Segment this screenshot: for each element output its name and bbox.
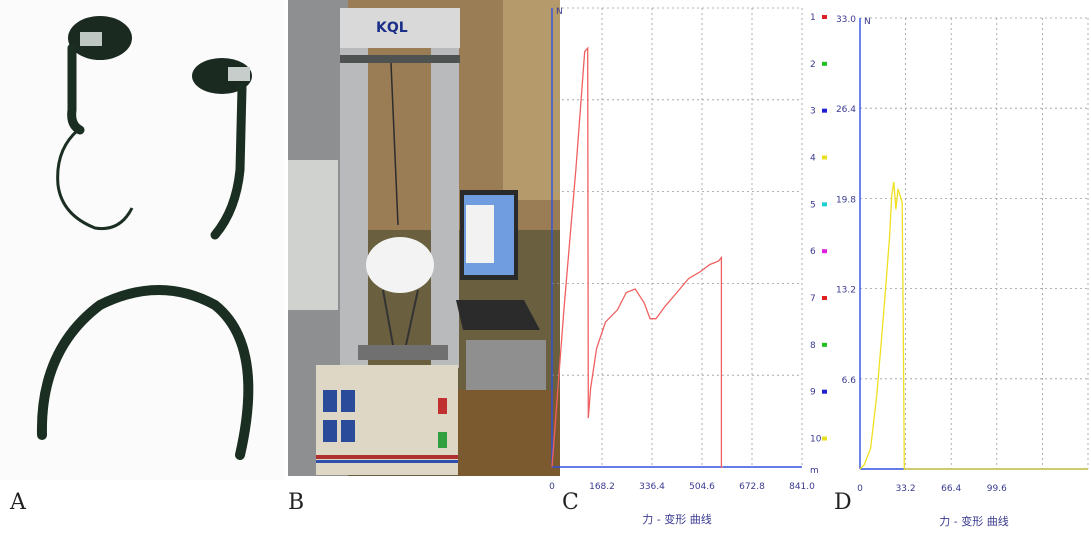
channel-swatch — [822, 109, 827, 113]
channel-swatch — [822, 249, 827, 253]
channel-label: 9 — [810, 388, 816, 398]
panel-a: A — [0, 0, 285, 533]
channel-swatch — [822, 156, 827, 160]
channel-label: 7 — [810, 294, 816, 304]
panel-label-d: D — [834, 490, 852, 515]
channel-label: 6 — [810, 247, 816, 257]
channel-swatch — [822, 15, 827, 19]
channel-swatch — [822, 390, 827, 394]
channel-label: 1 — [810, 13, 816, 23]
machine-brand-label: KQL — [376, 20, 408, 36]
y-unit-label: N — [864, 17, 871, 27]
y-unit-label: N — [556, 7, 563, 17]
x-tick-label: 504.6 — [689, 482, 715, 492]
panel-label-b: B — [288, 490, 304, 515]
y-tick-label: 19.8 — [836, 195, 856, 205]
panel-d: 6.6 13.2 19.8 26.4 33.0 N 0 33.2 66.4 99.6 力 - 变形 … — [830, 0, 1091, 533]
x-tick-label: 99.6 — [987, 484, 1007, 494]
earphone-sample-photo — [0, 0, 285, 480]
panel-b: KQL B — [288, 0, 560, 533]
series-line — [860, 182, 1088, 469]
channel-swatch — [822, 343, 827, 347]
channel-label: 10 — [810, 435, 822, 445]
chart-d: 6.6 13.2 19.8 26.4 33.0 N 0 33.2 66.4 99.6 力 - 变形 … — [830, 0, 1091, 533]
x-tick-label: 672.8 — [739, 482, 765, 492]
y-tick-label: 13.2 — [836, 286, 856, 296]
channel-label: 5 — [810, 200, 816, 210]
y-tick-label: 33.0 — [836, 15, 856, 25]
x-tick-label: 841.0 — [789, 482, 815, 492]
x-tick-label: 168.2 — [589, 482, 615, 492]
channel-swatch — [822, 296, 827, 300]
channel-label: 2 — [810, 60, 816, 70]
panel-label-a: A — [10, 490, 26, 515]
x-tick-label: 33.2 — [896, 484, 916, 494]
channel-swatch — [822, 202, 827, 206]
channel-swatch — [822, 62, 827, 66]
channel-label: 3 — [810, 107, 816, 117]
channel-label: 8 — [810, 341, 816, 351]
y-tick-label: 26.4 — [836, 105, 856, 115]
x-tick-label: 0 — [549, 482, 555, 492]
channel-swatch — [822, 437, 827, 441]
x-tick-label: 0 — [857, 484, 863, 494]
x-unit-label: m — [810, 466, 819, 476]
panel-label-c: C — [562, 490, 579, 515]
x-axis-title: 力 - 变形 曲线 — [642, 512, 711, 526]
x-tick-label: 66.4 — [941, 484, 961, 494]
panel-c: 52.6105.2157.8210.4263.0N0168.2336.4504.… — [548, 0, 831, 533]
tensile-tester-photo: KQL — [288, 0, 560, 476]
x-tick-label: 336.4 — [639, 482, 665, 492]
spool-specimen — [366, 237, 434, 293]
channel-label: 4 — [810, 154, 816, 164]
series-line — [552, 48, 723, 467]
chart-c: 52.6105.2157.8210.4263.0N0168.2336.4504.… — [548, 0, 831, 533]
y-tick-label: 6.6 — [842, 376, 857, 386]
x-axis-title: 力 - 变形 曲线 — [939, 514, 1008, 528]
